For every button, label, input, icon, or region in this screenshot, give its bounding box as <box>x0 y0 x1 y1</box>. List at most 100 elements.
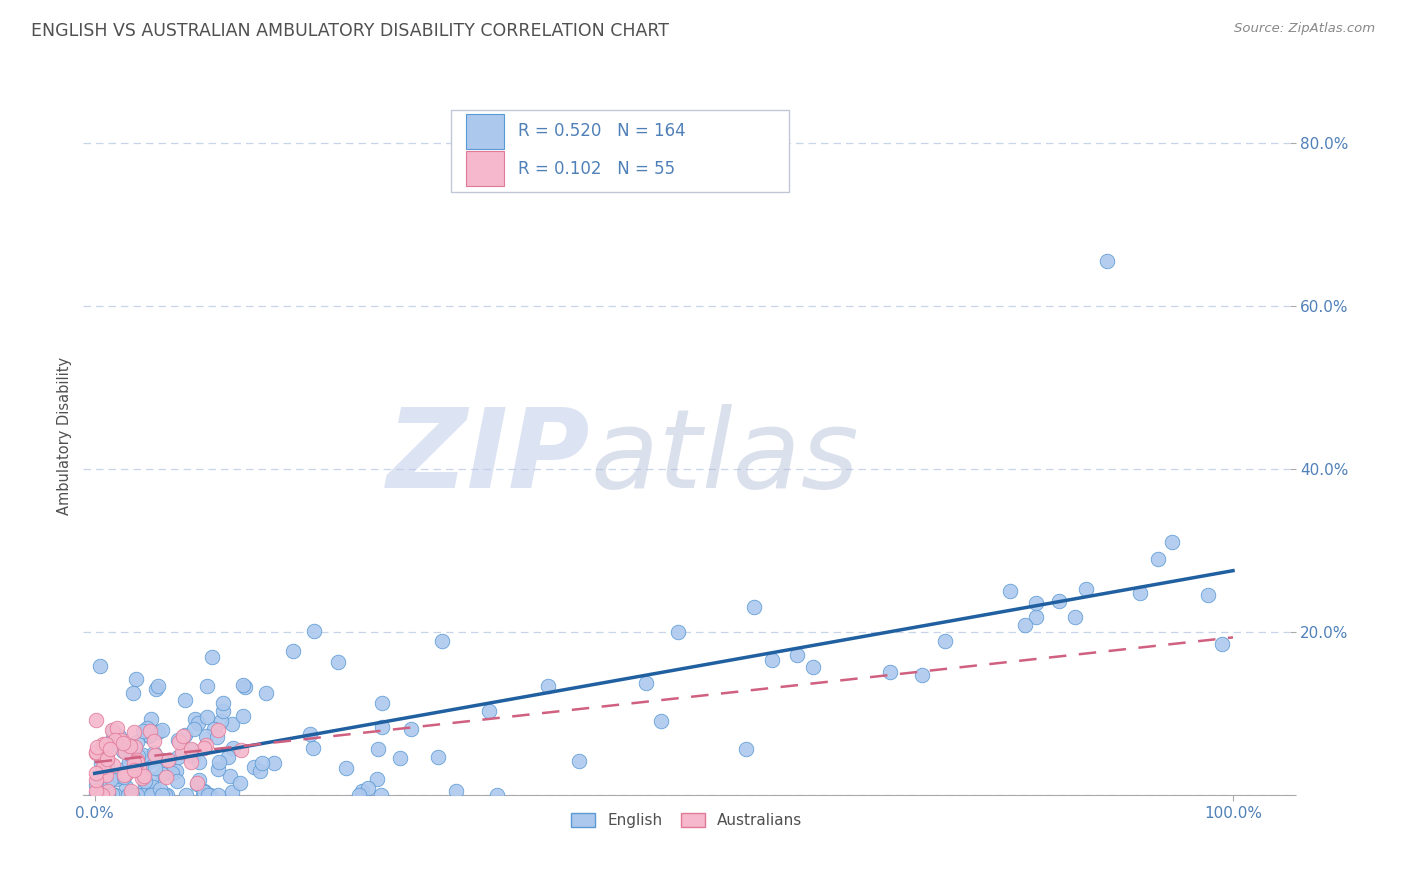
Point <box>167 732 190 747</box>
Point <box>243 760 266 774</box>
Point <box>125 788 148 802</box>
Point <box>1076 582 1098 596</box>
Point <box>1161 534 1184 549</box>
Point <box>84 773 107 788</box>
Point <box>115 762 138 776</box>
Point <box>371 697 394 711</box>
Point <box>142 734 165 748</box>
Point <box>143 761 166 775</box>
Point <box>205 730 228 744</box>
Point <box>143 747 166 762</box>
Point <box>141 772 163 787</box>
Point <box>173 728 195 742</box>
Point <box>139 724 162 739</box>
Point <box>165 764 187 778</box>
Point <box>150 788 173 802</box>
Point <box>90 765 112 780</box>
FancyBboxPatch shape <box>451 110 789 193</box>
Point <box>84 779 107 793</box>
Point <box>90 788 112 802</box>
Point <box>139 713 162 727</box>
Point <box>156 753 179 767</box>
Point <box>195 679 218 693</box>
Point <box>90 756 112 770</box>
Point <box>89 659 111 673</box>
Point <box>150 723 173 737</box>
Point <box>101 723 124 738</box>
Point <box>118 755 141 769</box>
Point <box>427 750 450 764</box>
Point <box>86 784 108 798</box>
Point <box>127 756 149 770</box>
Point <box>153 788 176 802</box>
Point <box>357 781 380 796</box>
Point <box>96 752 118 766</box>
Point <box>86 746 108 760</box>
Point <box>302 624 325 638</box>
Point <box>132 723 155 738</box>
Point <box>228 776 250 790</box>
Point <box>97 784 120 798</box>
Point <box>136 721 159 735</box>
Point <box>132 747 155 762</box>
Point <box>180 755 202 769</box>
Point <box>122 756 145 771</box>
Point <box>252 756 274 770</box>
Point <box>138 729 160 743</box>
Text: ZIP: ZIP <box>387 404 591 511</box>
Point <box>302 741 325 756</box>
Point <box>388 751 411 765</box>
Y-axis label: Ambulatory Disability: Ambulatory Disability <box>58 358 72 516</box>
Point <box>93 756 115 770</box>
Point <box>735 741 758 756</box>
Point <box>197 788 219 802</box>
Point <box>194 729 217 743</box>
Point <box>221 785 243 799</box>
Point <box>181 743 204 757</box>
Point <box>187 772 209 787</box>
Point <box>367 741 389 756</box>
Point <box>100 742 122 756</box>
Point <box>101 787 124 801</box>
Point <box>1197 588 1219 602</box>
Point <box>91 788 114 802</box>
Point <box>209 714 232 728</box>
Point <box>155 770 177 784</box>
Point <box>1014 617 1036 632</box>
Point <box>96 751 118 765</box>
Point <box>84 788 107 802</box>
Point <box>86 739 108 754</box>
Point <box>256 686 278 700</box>
Point <box>347 788 370 802</box>
Point <box>160 766 183 780</box>
Point <box>207 762 229 776</box>
Point <box>193 741 215 756</box>
Point <box>121 788 143 802</box>
Point <box>166 773 188 788</box>
Point <box>94 767 117 781</box>
Point <box>91 767 114 781</box>
Point <box>934 633 956 648</box>
Point <box>142 788 165 802</box>
Point <box>149 781 172 796</box>
Point <box>193 784 215 798</box>
Point <box>1146 552 1168 566</box>
Point <box>110 732 132 747</box>
Point <box>879 665 901 679</box>
Point <box>125 672 148 686</box>
Point <box>105 738 128 752</box>
Point <box>207 723 229 738</box>
Point <box>134 778 156 792</box>
Point <box>1063 610 1085 624</box>
Point <box>97 788 120 802</box>
Point <box>212 696 235 710</box>
Point <box>91 759 114 773</box>
Point <box>666 625 689 640</box>
Point <box>132 788 155 802</box>
Point <box>371 721 394 735</box>
Text: R = 0.102   N = 55: R = 0.102 N = 55 <box>517 160 675 178</box>
Point <box>132 762 155 776</box>
Point <box>134 769 156 783</box>
Point <box>212 704 235 718</box>
Point <box>478 704 501 718</box>
